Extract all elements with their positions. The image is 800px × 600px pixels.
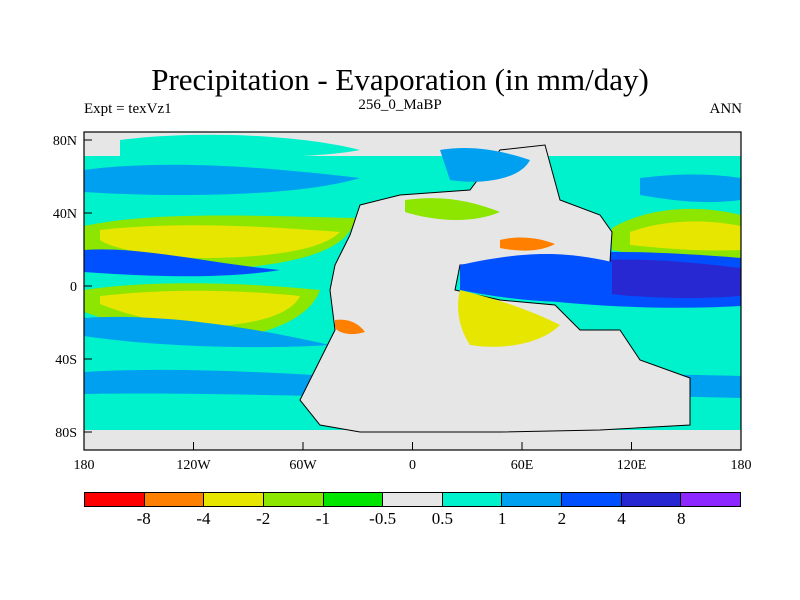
colorbar-segment	[204, 493, 264, 506]
colorbar-segment	[263, 493, 324, 506]
season-label: ANN	[709, 101, 743, 117]
north-wet-band	[84, 164, 360, 196]
south-wet-band	[84, 316, 330, 348]
colorbar-segment	[502, 493, 563, 506]
time-label: 256_0_MaBP	[358, 97, 442, 113]
north-subtropics-east-yellow	[630, 221, 741, 251]
north-coast-green	[405, 198, 500, 220]
colorbar-label: 2	[557, 509, 567, 528]
colorbar-segment	[383, 493, 443, 506]
colorbar-label: -2	[256, 509, 271, 528]
lon-tick-label: 120W	[176, 458, 211, 473]
north-polar-contour	[120, 134, 360, 158]
northern-lake-wet	[440, 148, 530, 182]
colorbar-segment	[85, 493, 145, 506]
colorbar-label: 4	[617, 509, 626, 528]
colorbar-segment	[621, 493, 682, 506]
colorbar-segment	[442, 493, 503, 506]
equatorial-wet-west	[84, 249, 280, 277]
lon-tick-label: 120E	[617, 458, 647, 473]
map-field	[84, 132, 741, 450]
colorbar-label: -4	[196, 509, 211, 528]
lon-tick-label: 60E	[511, 458, 534, 473]
north-subtropics-yellow	[100, 225, 340, 258]
tethys-sea	[460, 254, 612, 302]
colorbar-label: -8	[136, 509, 151, 528]
colorbar	[84, 492, 741, 507]
colorbar-segment	[144, 493, 205, 506]
pangaea-landmass	[299, 144, 691, 433]
lat-tick-label: 40S	[55, 353, 77, 368]
east-coast-yellow	[458, 290, 560, 347]
south-subtropics-yellow	[100, 290, 300, 327]
lon-tick-label: 0	[409, 458, 416, 473]
antarctic-band	[84, 430, 741, 450]
lat-tick-label: 80S	[55, 426, 77, 441]
north-wet-band-east	[640, 174, 741, 203]
lat-tick-label: 0	[70, 280, 77, 295]
lat-axis: 80N 40N 0 40S 80S	[53, 134, 92, 441]
lon-tick-label: 180	[74, 458, 95, 473]
lat-tick-label: 80N	[53, 134, 77, 149]
colorbar-label: -1	[315, 509, 330, 528]
page-title: Precipitation - Evaporation (in mm/day)	[151, 62, 649, 97]
colorbar-label: 1	[497, 509, 507, 528]
experiment-label: Expt = texVz1	[84, 101, 172, 117]
colorbar-label: 0.5	[431, 509, 453, 528]
lon-tick-label: 60W	[289, 458, 317, 473]
lon-axis: 180 120W 60W 0 60E 120E 180	[74, 442, 752, 473]
colorbar-label: -0.5	[369, 509, 397, 528]
equatorial-core-east	[580, 259, 741, 298]
dry-patch-east	[500, 237, 555, 251]
colorbar-segment	[681, 493, 741, 506]
lat-tick-label: 40N	[53, 207, 77, 222]
dry-patch-west	[335, 319, 365, 335]
colorbar-segment	[323, 493, 384, 506]
colorbar-segment	[562, 493, 622, 506]
colorbar-label: 8	[677, 509, 686, 528]
lon-tick-label: 180	[731, 458, 752, 473]
